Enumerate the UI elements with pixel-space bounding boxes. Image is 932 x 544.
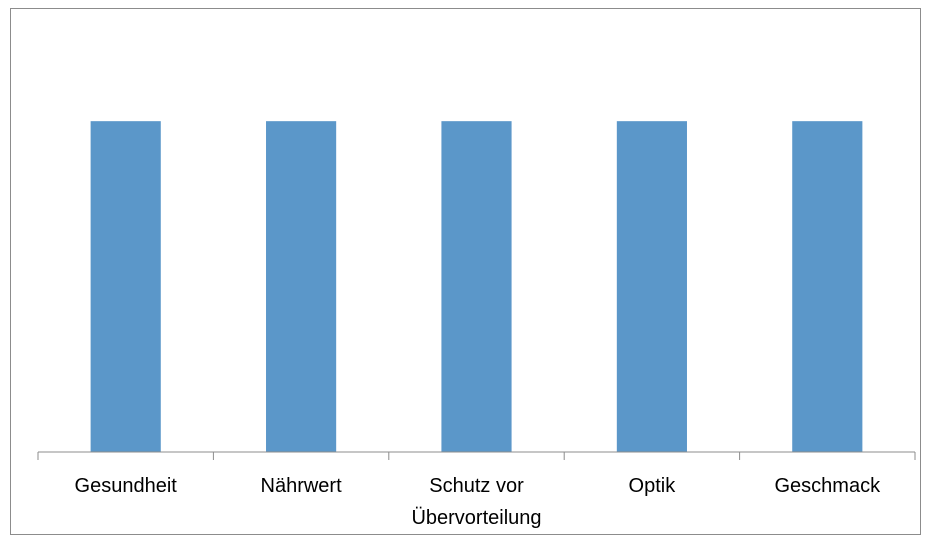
x-tick-label: Optik	[628, 475, 676, 497]
bar	[441, 121, 512, 453]
x-tick-label: Nährwert	[260, 475, 342, 497]
bar	[266, 121, 337, 453]
bar	[616, 121, 687, 453]
x-tick-label: Gesundheit	[74, 475, 177, 497]
bar	[792, 121, 863, 453]
chart-frame	[10, 8, 921, 535]
x-tick-label: Schutz vor Übervorteilung	[411, 475, 542, 529]
x-tick-label: Geschmack	[774, 475, 881, 497]
bar	[90, 121, 161, 453]
